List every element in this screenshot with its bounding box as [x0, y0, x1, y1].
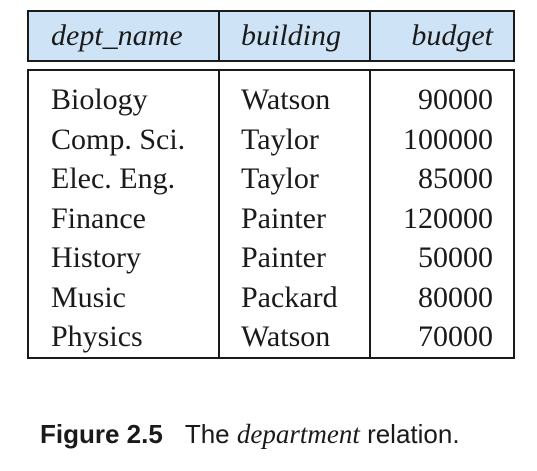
header-dept-name: dept_name	[29, 12, 220, 60]
table-cell: History	[51, 241, 141, 274]
table-cell: 85000	[418, 162, 493, 195]
table-cell: Taylor	[241, 162, 319, 195]
header-building: building	[220, 12, 371, 60]
table-cell: 50000	[418, 241, 493, 274]
table-cell: 100000	[403, 122, 493, 156]
header-budget: budget	[411, 19, 493, 52]
table-cell: Taylor	[241, 122, 319, 156]
table-cell: Watson	[241, 83, 331, 116]
table-cell: 90000	[418, 83, 493, 116]
caption-suffix: relation.	[359, 419, 460, 449]
table-header-row: dept_name building budget	[27, 10, 515, 62]
table-cell: Packard	[241, 280, 338, 314]
table-cell: 80000	[418, 280, 493, 314]
caption-prefix: The	[184, 419, 237, 449]
table-body: Biology Comp. Sci. Elec. Eng. Finance Hi…	[27, 69, 515, 359]
table-cell: Music	[51, 280, 126, 314]
table-cell: Watson	[241, 320, 331, 353]
table-cell: Comp. Sci.	[51, 122, 186, 156]
table-cell: 120000	[403, 201, 493, 235]
table-cell: Finance	[51, 201, 146, 235]
table-cell: Elec. Eng.	[51, 162, 176, 195]
department-relation-table: dept_name building budget Biology Comp. …	[27, 10, 515, 359]
building-column: Watson Taylor Taylor Painter Painter Pac…	[220, 71, 371, 357]
table-cell: Painter	[241, 201, 326, 235]
table-cell: Physics	[51, 320, 143, 353]
caption-italic-term: department	[236, 419, 360, 449]
figure-caption: Figure 2.5 The department relation.	[40, 419, 460, 450]
dept-name-column: Biology Comp. Sci. Elec. Eng. Finance Hi…	[29, 71, 220, 357]
budget-column: 90000 100000 85000 120000 50000 80000 70…	[371, 71, 513, 357]
table-cell: Biology	[51, 83, 148, 116]
figure-label: Figure 2.5	[40, 419, 163, 449]
table-cell: Painter	[241, 241, 326, 274]
table-cell: 70000	[418, 320, 493, 353]
